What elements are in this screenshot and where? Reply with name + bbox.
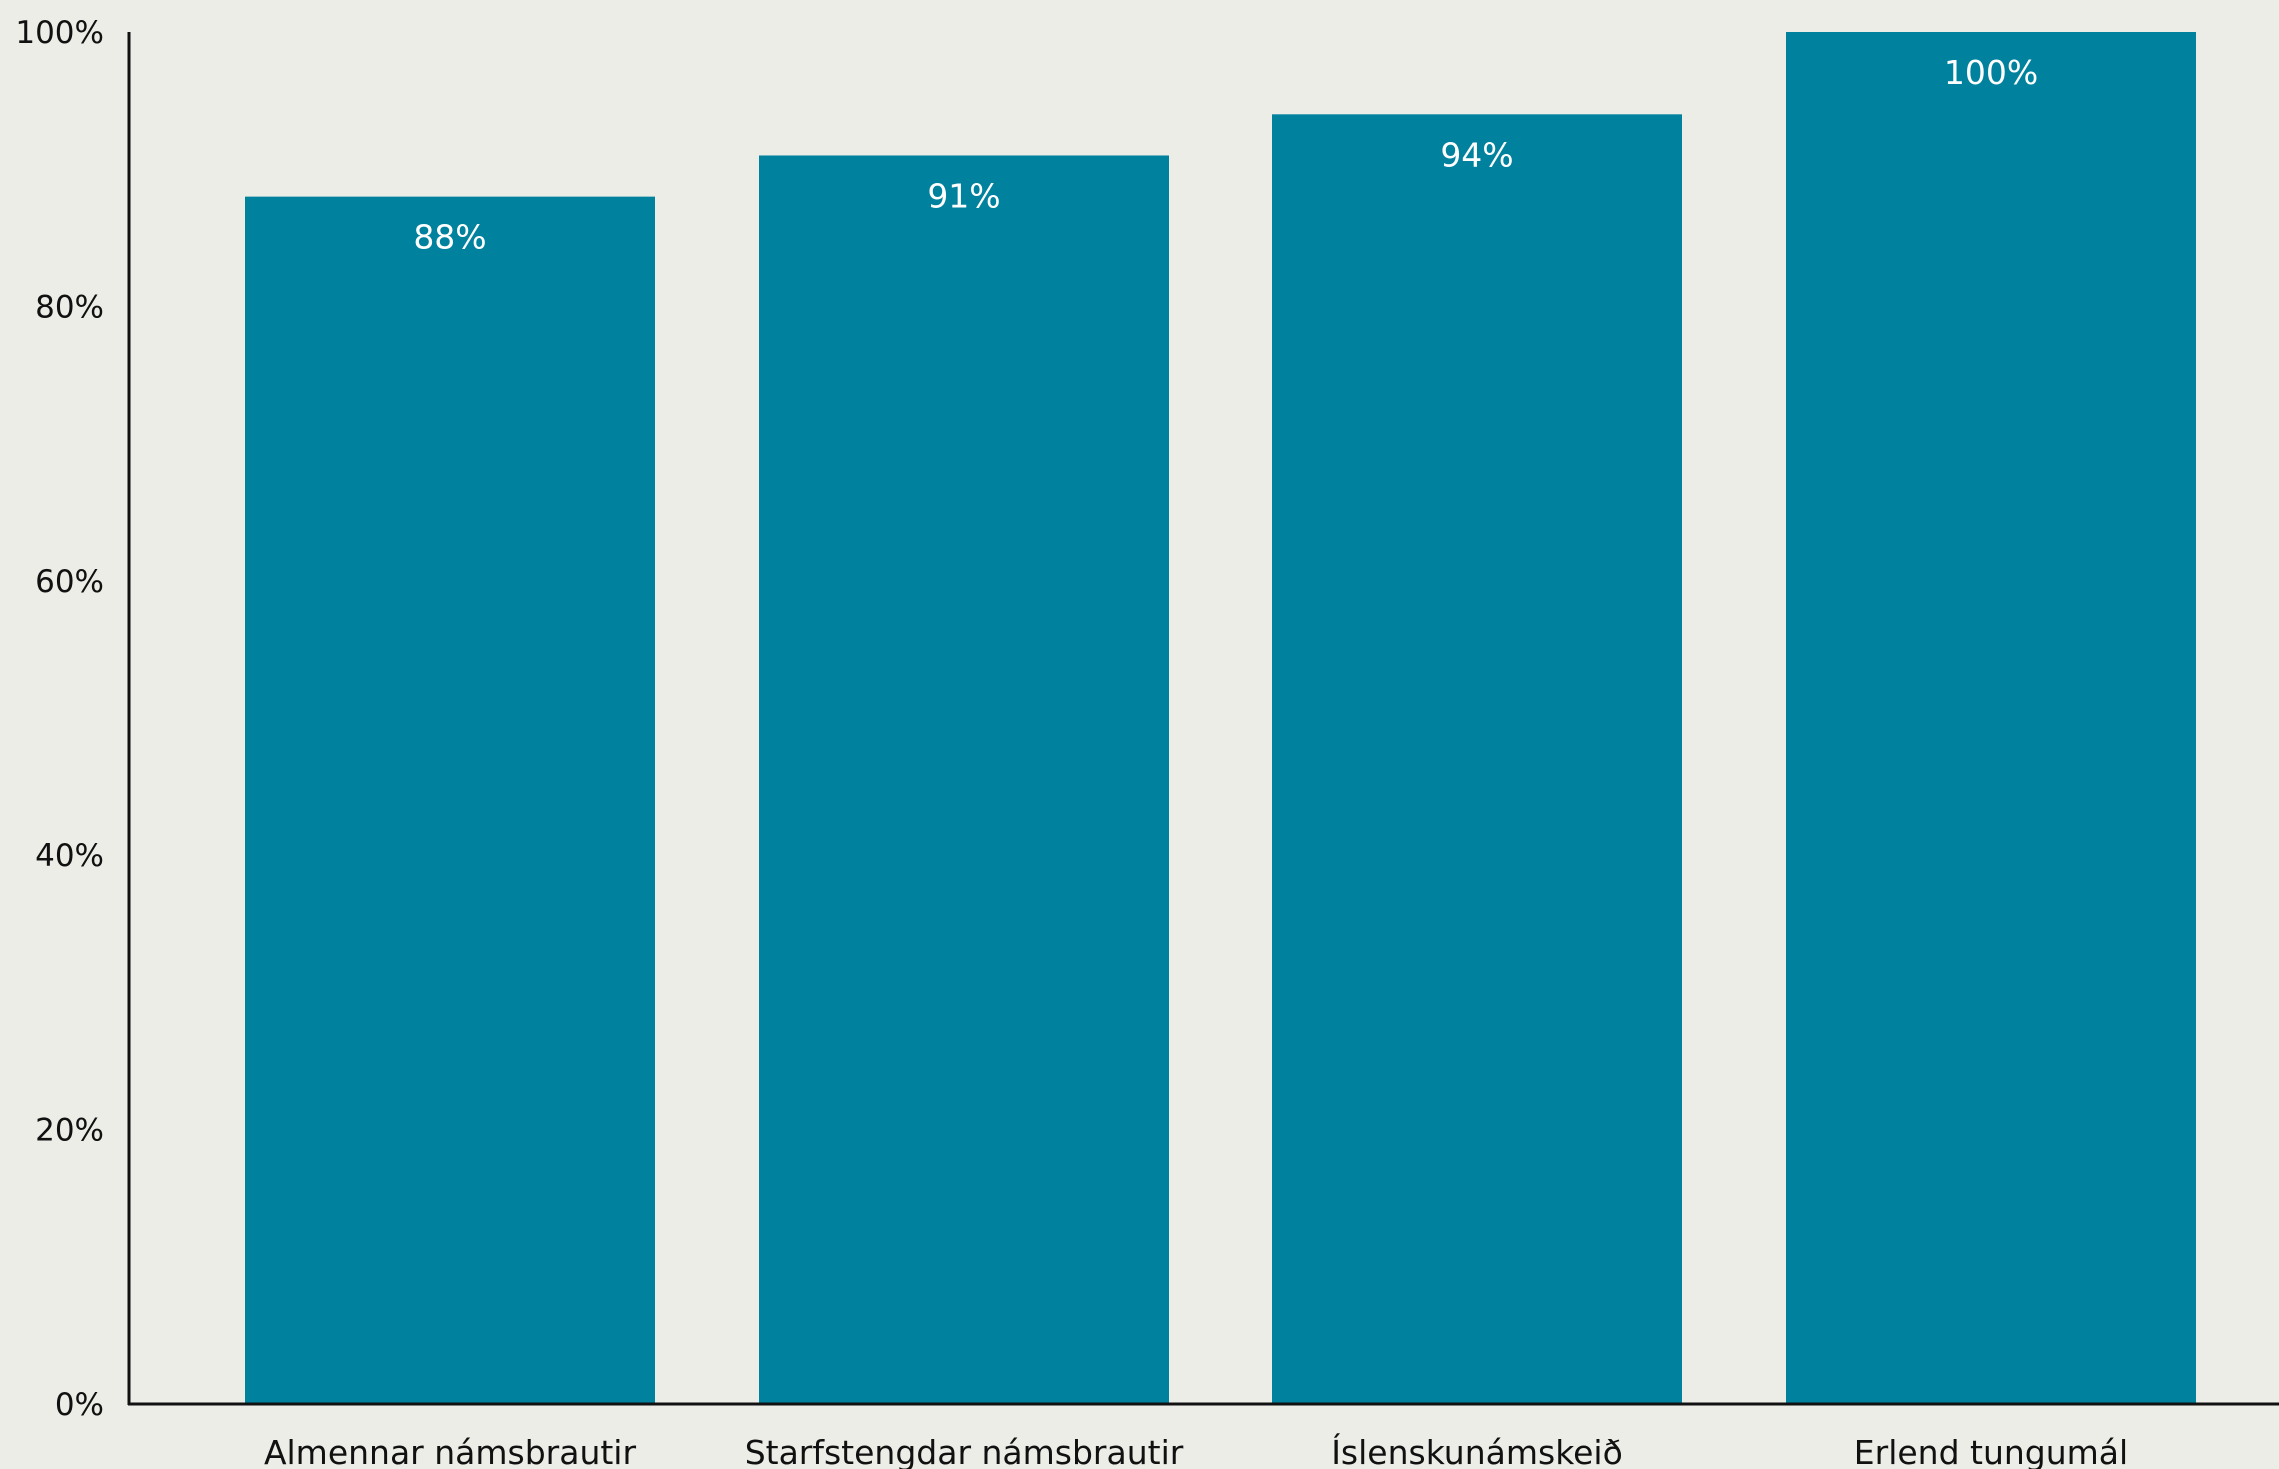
bar-data-label: 100% bbox=[1944, 53, 2038, 92]
x-category-label: Erlend tungumál bbox=[1854, 1433, 2128, 1469]
x-category-label: Almennar námsbrautir bbox=[264, 1433, 637, 1469]
bar bbox=[759, 155, 1169, 1405]
bar bbox=[1272, 114, 1682, 1405]
y-tick-label: 40% bbox=[35, 838, 104, 874]
bars-group bbox=[245, 32, 2196, 1405]
x-category-label: Starfstengdar námsbrautir bbox=[745, 1433, 1184, 1469]
data-labels-group: 88% 91% 94% 100% bbox=[413, 53, 2038, 257]
y-tick-label: 0% bbox=[55, 1387, 104, 1423]
y-tick-label: 60% bbox=[35, 564, 104, 600]
y-tick-label: 20% bbox=[35, 1113, 104, 1149]
y-tick-label: 100% bbox=[15, 15, 104, 51]
y-axis-ticks-group: 0% 20% 40% 60% 80% 100% bbox=[15, 15, 104, 1423]
bar-data-label: 88% bbox=[413, 218, 486, 257]
bar bbox=[1786, 32, 2196, 1404]
x-category-label: Íslenskunámskeið bbox=[1331, 1432, 1623, 1469]
bar-data-label: 91% bbox=[927, 176, 1000, 215]
y-tick-label: 80% bbox=[35, 289, 104, 325]
bar-data-label: 94% bbox=[1440, 135, 1513, 174]
x-axis-labels-group: Almennar námsbrautir Starfstengdar námsbr… bbox=[264, 1432, 2128, 1469]
bar bbox=[245, 196, 655, 1404]
